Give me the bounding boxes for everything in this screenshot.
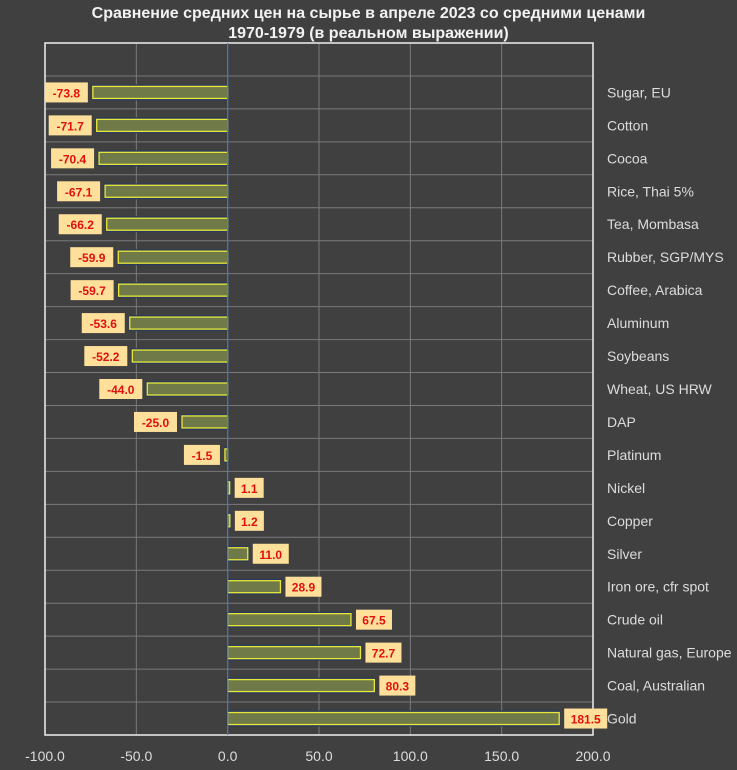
bar <box>227 711 560 726</box>
data-label-background <box>99 379 143 399</box>
data-label-background <box>57 181 101 202</box>
data-label: 28.9 <box>292 581 316 595</box>
data-label: -1.5 <box>192 449 213 463</box>
category-label: DAP <box>607 414 636 430</box>
data-label-background <box>379 675 416 696</box>
category-label: Silver <box>607 546 642 562</box>
category-label: Coal, Australian <box>607 678 705 694</box>
category-label: Aluminum <box>607 315 669 331</box>
bar <box>117 283 229 297</box>
x-tick-label: 150.0 <box>484 748 519 764</box>
category-label: Nickel <box>607 480 645 496</box>
data-label: -53.6 <box>90 317 118 331</box>
category-label: Coffee, Arabica <box>607 282 703 298</box>
data-label-background <box>70 280 114 301</box>
bar <box>227 645 362 660</box>
data-label-background <box>81 313 125 334</box>
bar <box>92 85 229 100</box>
bar <box>146 382 229 396</box>
data-label: 67.5 <box>362 614 386 628</box>
category-label: Crude oil <box>607 612 663 628</box>
data-label: -66.2 <box>67 218 95 232</box>
bar <box>131 349 229 363</box>
data-label: 80.3 <box>386 680 410 694</box>
bar <box>106 217 229 231</box>
x-tick-label: 50.0 <box>305 748 332 764</box>
bar <box>227 613 352 627</box>
category-label: Wheat, US HRW <box>607 381 713 397</box>
data-label: -52.2 <box>92 350 120 364</box>
category-label: Gold <box>607 711 637 727</box>
bar <box>129 316 229 330</box>
bar <box>181 415 229 429</box>
category-label: Cocoa <box>607 150 648 166</box>
bar <box>96 118 229 133</box>
data-label-background <box>564 708 608 729</box>
chart-title-line-2: 1970-1979 (в реальном выражении) <box>228 25 509 42</box>
category-label: Soybeans <box>607 348 669 364</box>
data-label: 11.0 <box>259 548 282 562</box>
data-label-background <box>134 411 177 432</box>
chart-title: Сравнение средних цен на сырье в апреле … <box>0 4 737 44</box>
data-label: 1.2 <box>241 515 258 529</box>
chart-title-line-1: Сравнение средних цен на сырье в апреле … <box>91 5 646 22</box>
data-label-background <box>48 115 92 136</box>
bar <box>98 151 229 165</box>
data-label-background <box>355 609 392 630</box>
data-label-background <box>44 82 88 103</box>
bar <box>227 678 375 693</box>
category-label: Natural gas, Europe <box>607 645 732 661</box>
data-label: -25.0 <box>142 416 170 430</box>
bar <box>104 184 229 198</box>
category-label: Platinum <box>607 447 661 463</box>
category-label: Cotton <box>607 117 648 133</box>
bar <box>227 580 282 594</box>
data-label-background <box>58 214 102 235</box>
x-tick-label: -100.0 <box>25 748 65 764</box>
x-tick-label: 100.0 <box>393 748 428 764</box>
data-label: -59.9 <box>78 251 106 265</box>
data-label: -73.8 <box>53 86 81 100</box>
category-label: Iron ore, cfr spot <box>607 579 709 595</box>
data-label-background <box>51 148 95 169</box>
category-label: Tea, Mombasa <box>607 216 699 232</box>
data-label: 72.7 <box>372 647 396 661</box>
data-label-background <box>234 477 264 498</box>
category-label: Sugar, EU <box>607 84 671 100</box>
data-label: 181.5 <box>571 713 601 727</box>
data-label: -59.7 <box>78 284 106 298</box>
data-label-background <box>183 444 220 465</box>
bar <box>117 250 229 264</box>
x-tick-label: 200.0 <box>575 748 610 764</box>
category-label: Rice, Thai 5% <box>607 183 694 199</box>
x-tick-label: -50.0 <box>120 748 152 764</box>
data-label-background <box>234 510 264 531</box>
category-label: Rubber, SGP/MYS <box>607 249 724 265</box>
plot-area-border <box>44 42 594 736</box>
x-tick-label: 0.0 <box>218 748 238 764</box>
data-label-background <box>365 642 402 663</box>
data-label-background <box>252 543 289 564</box>
data-label: -70.4 <box>59 152 87 166</box>
data-label-background <box>70 247 114 268</box>
data-label: -44.0 <box>107 383 135 397</box>
data-label-background <box>285 576 322 597</box>
data-label: -71.7 <box>57 119 85 133</box>
data-label: -67.1 <box>65 185 93 199</box>
data-label-background <box>84 346 128 367</box>
category-label: Copper <box>607 513 653 529</box>
bar <box>227 547 249 561</box>
data-label: 1.1 <box>241 482 258 496</box>
